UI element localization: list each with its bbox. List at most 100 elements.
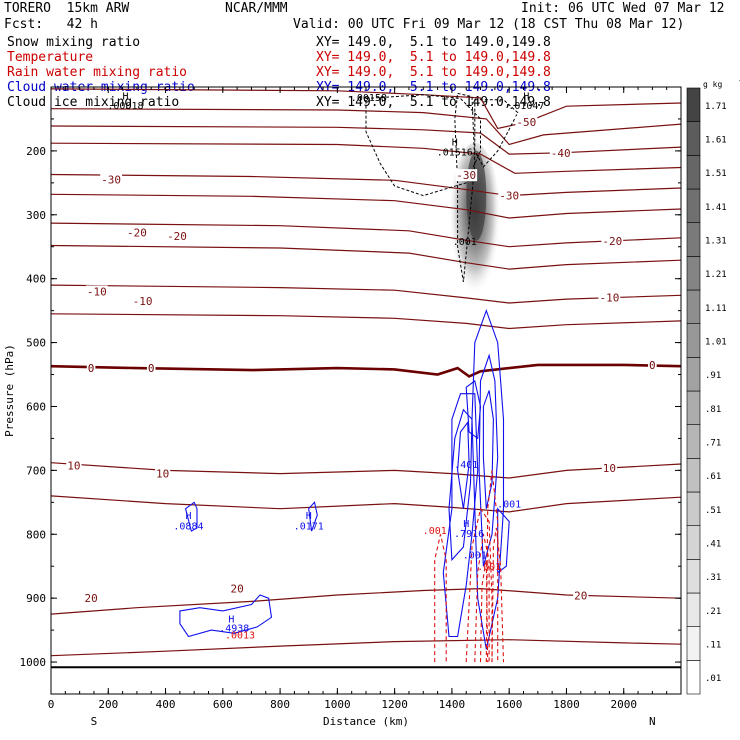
- cloud-water-contour: [179, 594, 273, 638]
- freezing-level-label: 0: [88, 362, 95, 375]
- cloud-water-contour: [184, 501, 198, 532]
- colorbar-label: 1.11: [705, 304, 727, 314]
- colorbar-label: .21: [705, 607, 721, 617]
- cloud-water-contour: [448, 408, 473, 562]
- colorbar-label: 1.71: [705, 102, 727, 112]
- plot-frame: [50, 86, 682, 695]
- ice-label: H: [122, 91, 128, 102]
- rain-contour: [485, 470, 499, 663]
- isotherm-label: -10: [87, 285, 107, 298]
- isotherm-line: [50, 587, 682, 615]
- y-tick-label: 700: [26, 464, 46, 477]
- freezing-level-label: 0: [649, 359, 656, 372]
- colorbar-label: 1.41: [705, 203, 727, 213]
- isotherm-label: -30: [456, 169, 476, 182]
- cloud-water-label: H: [463, 519, 469, 530]
- isotherm-label: -10: [133, 295, 153, 308]
- colorbar-cell: [686, 188, 701, 223]
- x-tick-label: 1600: [496, 698, 523, 711]
- x-tick-label: 400: [156, 698, 176, 711]
- y-tick-label: 300: [26, 209, 46, 222]
- ice-contour: [474, 99, 519, 168]
- rain-label: .001: [477, 562, 501, 573]
- ice-label: H: [452, 137, 458, 148]
- y-tick-label: 900: [26, 592, 46, 605]
- colorbar-label: .81: [705, 405, 721, 415]
- freezing-level-label-bg: [146, 362, 156, 375]
- colorbar-unit: g kg: [703, 80, 722, 89]
- legend-cloud-ice: Cloud ice mixing ratio: [7, 95, 180, 110]
- colorbar-label: 1.21: [705, 270, 727, 280]
- colorbar-cell: [686, 626, 701, 661]
- isotherm-label-bg: [549, 146, 572, 159]
- isotherm-line: [50, 639, 682, 657]
- isotherm-label-bg: [498, 189, 521, 202]
- isotherm-line: [50, 284, 682, 304]
- y-tick-label: 500: [26, 337, 46, 350]
- isotherm-label-bg: [85, 285, 108, 298]
- cloud-water-contour: [442, 393, 479, 638]
- cloud-water-label: .7916: [454, 529, 484, 540]
- freezing-level-isotherm: [50, 363, 682, 378]
- freezing-level-label-bg: [86, 362, 96, 375]
- colorbar-cell: [686, 289, 701, 324]
- isotherm-label-bg: [131, 295, 154, 308]
- y-axis-title: Pressure (hPa): [3, 344, 16, 437]
- colorbar-cell: [686, 390, 701, 425]
- colorbar-cell: [686, 155, 701, 190]
- isotherm-line: [50, 313, 682, 330]
- isotherm-label: 10: [67, 459, 80, 472]
- isotherm-label: -10: [599, 292, 619, 305]
- colorbar-label: .51: [705, 506, 721, 516]
- isotherm-line: [50, 193, 682, 219]
- center-label: NCAR/MMM: [225, 1, 288, 16]
- isotherm-line: [50, 495, 682, 513]
- legend-rain: Rain water mixing ratio: [7, 65, 188, 80]
- colorbar-label: .01: [705, 674, 721, 684]
- isotherm-label-bg: [598, 291, 621, 304]
- colorbar-cell: [686, 256, 701, 291]
- ice-label: .01047: [508, 101, 544, 112]
- isotherm-label-bg: [601, 461, 618, 474]
- cloud-water-contours: [179, 308, 510, 650]
- rain-water-contours: [434, 470, 505, 663]
- isotherm-label-bg: [601, 234, 624, 247]
- colorbar-cell: [686, 222, 701, 257]
- cloud-water-label: .0884: [173, 521, 203, 532]
- cloud-water-contour: [482, 390, 494, 509]
- colorbar: .01 .11 .21 .31 .41 .51 .61 .71 .81 .91 1.01 1.11 1.…: [686, 77, 740, 695]
- legend-snow: Snow mixing ratio: [7, 35, 141, 50]
- isotherm-label: -40: [551, 147, 571, 160]
- rain-contour: [434, 534, 447, 663]
- colorbar-label: .61: [705, 472, 721, 482]
- x-tick-label: 800: [270, 698, 290, 711]
- model-title: TORERO 15km ARW: [4, 1, 130, 16]
- isotherm-label: -20: [167, 230, 187, 243]
- rain-contour: [491, 527, 505, 663]
- isotherm-label: 20: [84, 592, 97, 605]
- colorbar-cell: [686, 121, 701, 156]
- colorbar-label: .91: [705, 371, 721, 381]
- isotherm-label: 10: [603, 462, 616, 475]
- colorbar-cell: [686, 660, 701, 695]
- colorbar-label: 1.61: [705, 136, 727, 146]
- ice-label: .00018: [107, 101, 143, 112]
- colorbar-cell: [686, 592, 701, 627]
- forecast-hour: Fcst: 42 h: [4, 17, 98, 32]
- init-time: Init: 06 UTC Wed 07 Mar 12: [521, 1, 725, 16]
- colorbar-label: .31: [705, 573, 721, 583]
- isotherm-label-bg: [229, 582, 245, 595]
- isotherm-label: -30: [499, 190, 519, 203]
- y-tick-label: 200: [26, 145, 46, 158]
- rain-contour: [479, 559, 489, 663]
- x-tick-label: 1000: [324, 698, 351, 711]
- north-label: N: [649, 715, 656, 728]
- colorbar-unit-exponent: -1: [738, 77, 740, 85]
- temperature-isotherms: [50, 88, 682, 657]
- valid-time: Valid: 00 UTC Fri 09 Mar 12 (18 CST Thu …: [293, 17, 685, 32]
- isotherm-label-bg: [100, 173, 123, 186]
- colorbar-cell: [686, 559, 701, 594]
- legend-cloud-ice-xy: XY= 149.0, 5.1 to 149.0,149.8: [316, 95, 551, 110]
- legend-rain-xy: XY= 149.0, 5.1 to 149.0,149.8: [316, 65, 551, 80]
